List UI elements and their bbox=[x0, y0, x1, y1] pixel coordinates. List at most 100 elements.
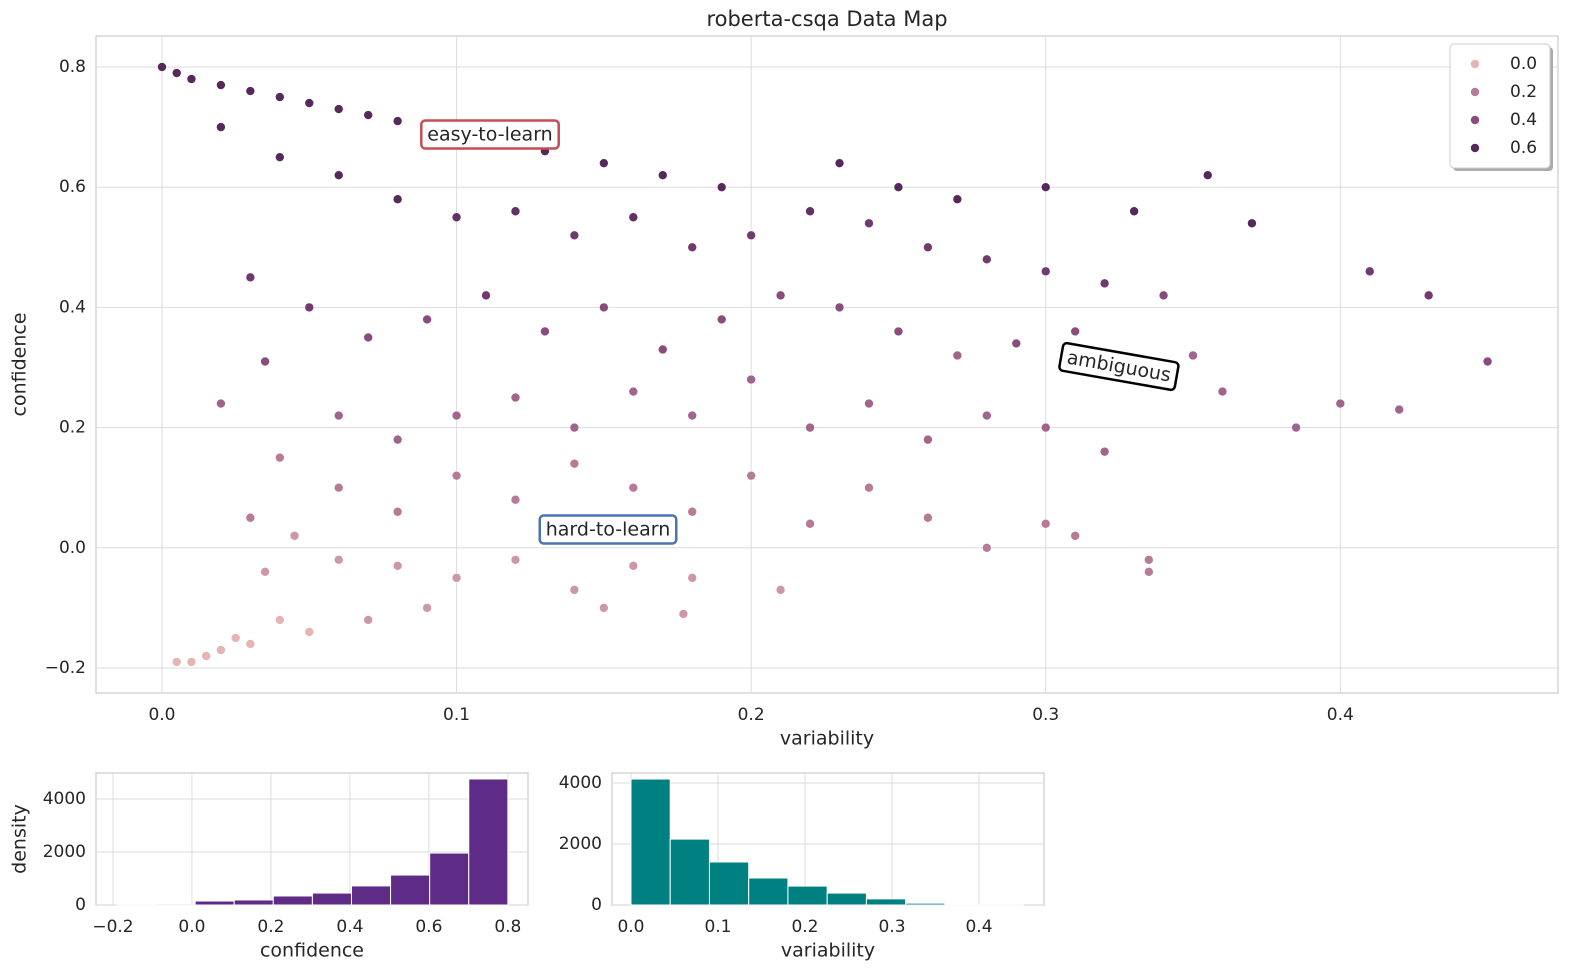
x-axis-label: variability bbox=[781, 940, 875, 962]
x-tick-label: 0.0 bbox=[178, 917, 205, 937]
scatter-point bbox=[1423, 290, 1434, 301]
legend-label: 0.0 bbox=[1510, 54, 1537, 74]
annotation: hard-to-learn bbox=[538, 514, 678, 545]
scatter-point bbox=[1070, 530, 1080, 541]
x-tick-label: 0.3 bbox=[878, 917, 905, 937]
scatter-point bbox=[275, 615, 285, 625]
scatter-point bbox=[275, 152, 285, 162]
scatter-point bbox=[569, 422, 580, 433]
annotation-box bbox=[1058, 341, 1180, 392]
scatter-point bbox=[363, 332, 373, 343]
scatter-point bbox=[834, 158, 845, 168]
scatter-point bbox=[1291, 422, 1301, 433]
x-tick-label: 0.0 bbox=[617, 917, 644, 937]
scatter-point bbox=[716, 182, 727, 193]
y-tick-label: 0.8 bbox=[59, 57, 86, 77]
scatter-point bbox=[422, 603, 432, 613]
x-tick-label: 0.1 bbox=[443, 705, 470, 725]
scatter-point bbox=[864, 398, 874, 409]
histogram-bar bbox=[669, 838, 710, 906]
x-tick-label: −0.2 bbox=[92, 917, 133, 937]
scatter-point bbox=[775, 585, 786, 595]
scatter-point bbox=[599, 158, 609, 168]
histogram-bar bbox=[350, 885, 392, 906]
scatter-point bbox=[1070, 326, 1080, 337]
scatter-point bbox=[216, 398, 226, 409]
scatter-point bbox=[775, 290, 786, 301]
scatter-point bbox=[982, 254, 992, 265]
scatter-point bbox=[599, 603, 609, 613]
histogram-bar bbox=[390, 874, 431, 906]
plot-area bbox=[95, 35, 1559, 694]
x-tick-label: 0.0 bbox=[148, 705, 175, 725]
histogram-bar bbox=[155, 903, 196, 906]
scatter-point bbox=[289, 530, 300, 541]
scatter-point bbox=[746, 374, 756, 385]
scatter-point bbox=[510, 494, 521, 505]
scatter-point bbox=[923, 242, 933, 253]
scatter-point bbox=[245, 272, 256, 283]
x-axis-label: variability bbox=[780, 728, 874, 750]
scatter-point bbox=[687, 242, 698, 253]
scatter-point bbox=[1040, 422, 1051, 433]
scatter-point bbox=[392, 506, 403, 517]
x-axis-label: confidence bbox=[260, 940, 364, 962]
scatter-point bbox=[304, 302, 315, 313]
scatter-point bbox=[451, 573, 462, 583]
scatter-point bbox=[1011, 338, 1022, 349]
scatter-point bbox=[333, 482, 344, 493]
legend bbox=[1449, 43, 1551, 169]
scatter-point bbox=[1144, 567, 1154, 577]
scatter-point bbox=[893, 326, 904, 337]
scatter-point bbox=[805, 422, 815, 433]
annotation-text: hard-to-learn bbox=[546, 519, 671, 541]
scatter-point bbox=[628, 561, 639, 571]
scatter-point bbox=[1188, 350, 1198, 361]
scatter-point bbox=[245, 86, 256, 96]
histogram-bar bbox=[826, 892, 867, 906]
y-axis-label: confidence bbox=[9, 312, 31, 416]
scatter-point bbox=[510, 206, 521, 217]
histogram-bar bbox=[630, 778, 671, 906]
scatter-point bbox=[510, 555, 521, 565]
y-axis-label: density bbox=[9, 804, 31, 874]
y-tick-label: 0 bbox=[591, 895, 602, 915]
scatter-point bbox=[1247, 218, 1257, 229]
scatter-point bbox=[451, 410, 462, 421]
legend-label: 0.4 bbox=[1510, 110, 1537, 130]
scatter-point bbox=[333, 104, 344, 114]
scatter-point bbox=[481, 290, 491, 301]
scatter-point bbox=[216, 645, 226, 655]
histogram-bar bbox=[748, 877, 789, 906]
scatter-point bbox=[1099, 278, 1110, 289]
scatter-point bbox=[1129, 206, 1139, 217]
scatter-point bbox=[186, 657, 197, 667]
scatter-point bbox=[1144, 555, 1154, 565]
scatter-point bbox=[952, 194, 963, 205]
scatter-point bbox=[687, 506, 698, 517]
x-tick-label: 0.1 bbox=[704, 917, 731, 937]
y-tick-label: 4000 bbox=[559, 773, 602, 793]
histogram-bar bbox=[708, 861, 750, 906]
scatter-point bbox=[363, 110, 373, 120]
scatter-point bbox=[678, 609, 689, 619]
histogram-bar bbox=[468, 778, 509, 906]
scatter-point bbox=[982, 410, 992, 421]
legend-marker bbox=[1470, 87, 1480, 97]
scatter-point bbox=[186, 74, 197, 84]
x-tick-label: 0.2 bbox=[257, 917, 284, 937]
scatter-point bbox=[201, 651, 211, 661]
scatter-point bbox=[805, 206, 815, 217]
legend-marker bbox=[1470, 143, 1480, 153]
scatter-point bbox=[952, 350, 963, 361]
x-tick-label: 0.2 bbox=[738, 705, 765, 725]
scatter-point bbox=[864, 482, 874, 493]
scatter-point bbox=[1482, 356, 1493, 367]
histogram-bar bbox=[311, 892, 352, 906]
x-tick-label: 0.4 bbox=[1327, 705, 1354, 725]
y-tick-label: 0.2 bbox=[59, 418, 86, 438]
scatter-point bbox=[805, 518, 815, 529]
histogram-bar bbox=[272, 895, 313, 906]
scatter-point bbox=[687, 573, 698, 583]
